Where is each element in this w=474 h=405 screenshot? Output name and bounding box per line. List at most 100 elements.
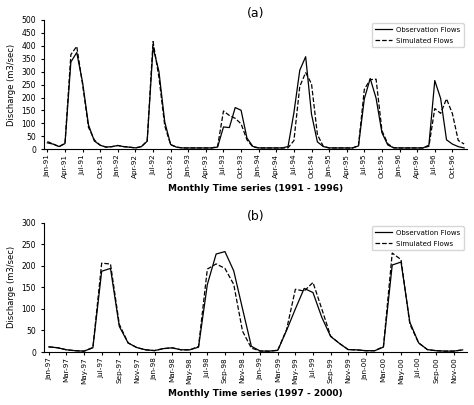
Observation Flows [197, 145, 203, 150]
Simulated Flows [438, 111, 444, 116]
Simulated Flows [197, 145, 203, 150]
X-axis label: Monthly Time series (1991 - 1996): Monthly Time series (1991 - 1996) [168, 184, 343, 193]
Legend: Observation Flows, Simulated Flows: Observation Flows, Simulated Flows [372, 226, 464, 250]
Line: Observation Flows: Observation Flows [47, 47, 464, 148]
Simulated Flows [310, 280, 316, 285]
Simulated Flows [291, 138, 297, 143]
Observation Flows [150, 45, 156, 50]
Simulated Flows [134, 345, 140, 350]
Observation Flows [407, 320, 413, 324]
Observation Flows [442, 349, 448, 354]
Observation Flows [310, 290, 316, 295]
Observation Flows [169, 345, 175, 350]
Simulated Flows [398, 257, 404, 262]
Observation Flows [425, 347, 430, 352]
Observation Flows [292, 307, 298, 311]
Simulated Flows [337, 341, 342, 346]
Observation Flows [319, 315, 325, 320]
Simulated Flows [461, 141, 467, 146]
Observation Flows [372, 348, 377, 353]
Line: Simulated Flows: Simulated Flows [47, 42, 464, 148]
Y-axis label: Discharge (m3/sec): Discharge (m3/sec) [7, 246, 16, 328]
Observation Flows [301, 286, 307, 291]
Observation Flows [433, 348, 439, 353]
Observation Flows [231, 269, 237, 273]
Simulated Flows [191, 145, 197, 150]
Observation Flows [103, 145, 109, 149]
Simulated Flows [108, 262, 113, 266]
Observation Flows [240, 307, 246, 311]
Observation Flows [143, 347, 148, 352]
Simulated Flows [354, 347, 360, 352]
Simulated Flows [222, 266, 228, 271]
Observation Flows [204, 282, 210, 287]
Simulated Flows [301, 289, 307, 294]
Simulated Flows [150, 39, 156, 44]
Observation Flows [275, 348, 281, 353]
Simulated Flows [257, 349, 263, 354]
Simulated Flows [45, 139, 50, 144]
Observation Flows [266, 349, 272, 354]
Observation Flows [291, 110, 297, 115]
Observation Flows [99, 269, 105, 274]
X-axis label: Monthly Time series (1997 - 2000): Monthly Time series (1997 - 2000) [168, 389, 343, 398]
Simulated Flows [64, 347, 69, 352]
Observation Flows [248, 344, 254, 349]
Observation Flows [45, 141, 50, 145]
Observation Flows [196, 345, 201, 350]
Observation Flows [134, 345, 140, 350]
Simulated Flows [178, 347, 184, 352]
Observation Flows [460, 347, 465, 352]
Simulated Flows [169, 345, 175, 350]
Observation Flows [416, 341, 421, 345]
Simulated Flows [275, 348, 281, 353]
Observation Flows [191, 145, 197, 150]
Simulated Flows [442, 349, 448, 354]
Simulated Flows [416, 341, 421, 345]
Simulated Flows [407, 322, 413, 326]
Line: Observation Flows: Observation Flows [49, 252, 463, 351]
Simulated Flows [284, 327, 290, 332]
Legend: Observation Flows, Simulated Flows: Observation Flows, Simulated Flows [372, 23, 464, 47]
Simulated Flows [266, 349, 272, 354]
Observation Flows [363, 348, 369, 353]
Observation Flows [161, 346, 166, 351]
Observation Flows [328, 334, 333, 339]
Simulated Flows [425, 347, 430, 352]
Simulated Flows [460, 347, 465, 352]
Observation Flows [354, 347, 360, 352]
Observation Flows [389, 262, 395, 267]
Simulated Flows [381, 344, 386, 349]
Simulated Flows [204, 266, 210, 271]
Observation Flows [438, 96, 444, 101]
Observation Flows [337, 341, 342, 346]
Simulated Flows [152, 348, 157, 353]
Simulated Flows [103, 145, 109, 149]
Observation Flows [187, 347, 192, 352]
Observation Flows [55, 345, 61, 350]
Observation Flows [125, 341, 131, 345]
Observation Flows [346, 347, 351, 352]
Simulated Flows [451, 349, 456, 354]
Observation Flows [461, 145, 467, 150]
Simulated Flows [372, 348, 377, 353]
Observation Flows [451, 349, 456, 354]
Simulated Flows [55, 345, 61, 350]
Observation Flows [152, 348, 157, 353]
Simulated Flows [231, 282, 237, 287]
Simulated Flows [320, 144, 326, 149]
Observation Flows [213, 252, 219, 256]
Title: (a): (a) [247, 7, 264, 20]
Simulated Flows [338, 145, 344, 150]
Simulated Flows [240, 329, 246, 334]
Simulated Flows [143, 347, 148, 352]
Observation Flows [320, 144, 326, 149]
Simulated Flows [213, 262, 219, 266]
Simulated Flows [187, 347, 192, 352]
Observation Flows [338, 145, 344, 150]
Simulated Flows [248, 345, 254, 350]
Observation Flows [178, 347, 184, 352]
Line: Simulated Flows: Simulated Flows [49, 253, 463, 351]
Y-axis label: Discharge (m3/sec): Discharge (m3/sec) [7, 43, 16, 126]
Simulated Flows [125, 341, 131, 345]
